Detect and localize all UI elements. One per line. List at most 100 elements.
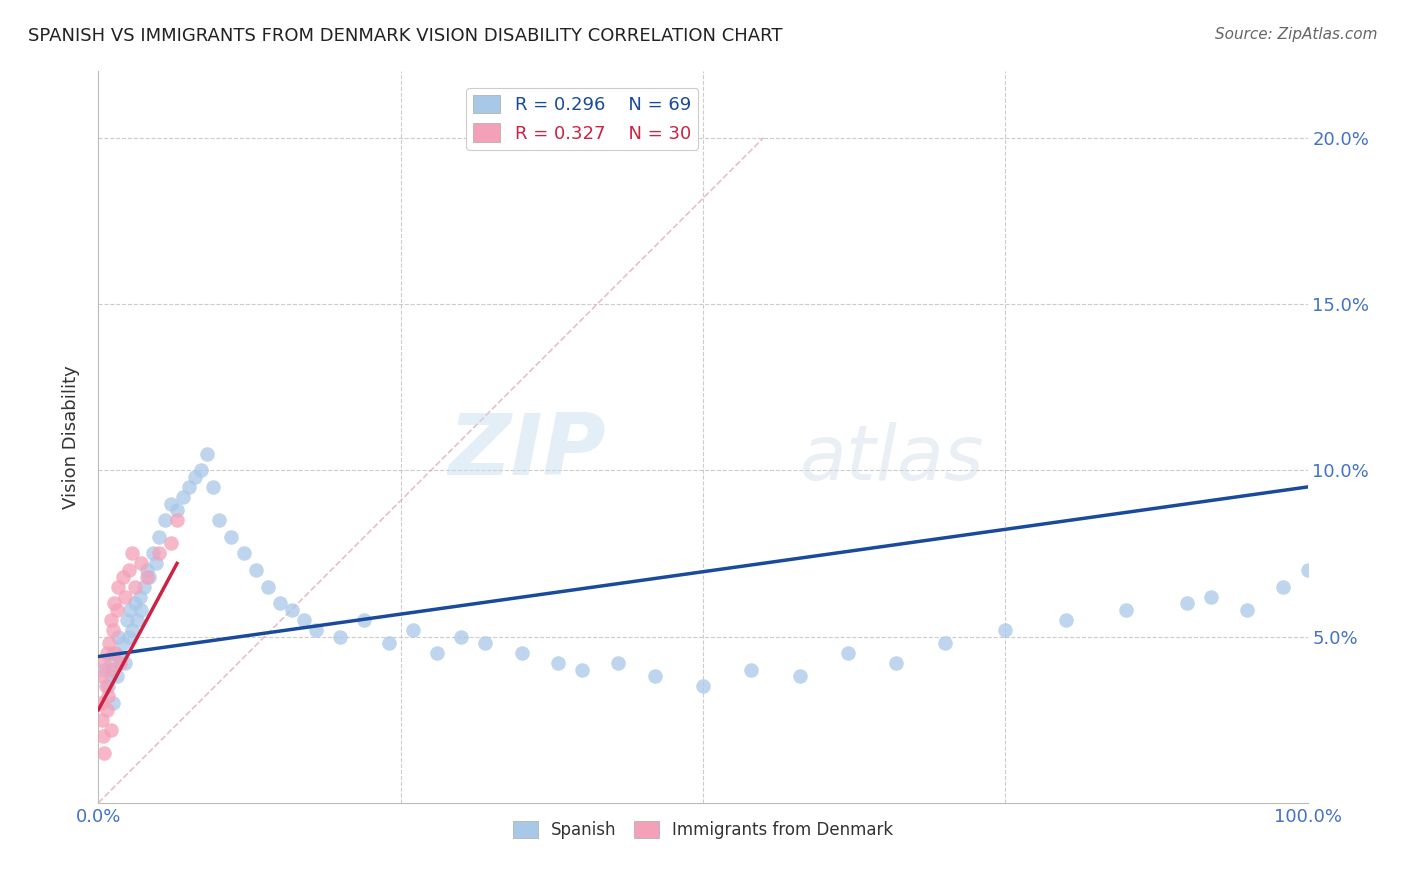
Point — [118, 630, 141, 644]
Point — [114, 656, 136, 670]
Point — [1236, 603, 1258, 617]
Point — [160, 536, 183, 550]
Text: Source: ZipAtlas.com: Source: ZipAtlas.com — [1215, 27, 1378, 42]
Point — [128, 590, 150, 604]
Point — [692, 680, 714, 694]
Point — [571, 663, 593, 677]
Point — [100, 669, 122, 683]
Point — [195, 447, 218, 461]
Point — [789, 669, 811, 683]
Point — [142, 546, 165, 560]
Point — [740, 663, 762, 677]
Point — [994, 623, 1017, 637]
Point — [474, 636, 496, 650]
Point — [510, 646, 533, 660]
Point — [245, 563, 267, 577]
Point — [94, 680, 117, 694]
Point — [166, 513, 188, 527]
Point — [292, 613, 315, 627]
Point — [111, 636, 134, 650]
Point — [607, 656, 630, 670]
Point — [129, 557, 152, 571]
Point — [100, 613, 122, 627]
Point — [232, 546, 254, 560]
Point — [1272, 580, 1295, 594]
Point — [103, 596, 125, 610]
Point — [450, 630, 472, 644]
Point — [91, 713, 114, 727]
Point — [1296, 563, 1319, 577]
Point — [179, 480, 201, 494]
Point — [104, 646, 127, 660]
Point — [108, 656, 131, 670]
Point — [124, 580, 146, 594]
Point — [93, 663, 115, 677]
Point — [305, 623, 328, 637]
Point — [90, 696, 112, 710]
Point — [135, 563, 157, 577]
Point — [329, 630, 352, 644]
Point — [93, 746, 115, 760]
Legend: Spanish, Immigrants from Denmark: Spanish, Immigrants from Denmark — [506, 814, 900, 846]
Point — [138, 570, 160, 584]
Point — [166, 503, 188, 517]
Point — [353, 613, 375, 627]
Point — [127, 613, 149, 627]
Point — [121, 623, 143, 637]
Point — [105, 603, 128, 617]
Point — [107, 580, 129, 594]
Point — [103, 646, 125, 660]
Point — [190, 463, 212, 477]
Point — [100, 723, 122, 737]
Point — [269, 596, 291, 610]
Point — [281, 603, 304, 617]
Point — [96, 646, 118, 660]
Point — [256, 580, 278, 594]
Point — [91, 669, 114, 683]
Point — [426, 646, 449, 660]
Point — [1199, 590, 1222, 604]
Point — [98, 636, 121, 650]
Point — [118, 603, 141, 617]
Point — [148, 530, 170, 544]
Point — [134, 580, 156, 594]
Point — [100, 663, 122, 677]
Point — [644, 669, 666, 683]
Point — [377, 636, 399, 650]
Point — [135, 570, 157, 584]
Point — [1054, 613, 1077, 627]
Point — [96, 703, 118, 717]
Point — [100, 656, 122, 670]
Point — [124, 596, 146, 610]
Point — [121, 546, 143, 560]
Point — [837, 646, 859, 660]
Point — [547, 656, 569, 670]
Point — [108, 649, 131, 664]
Point — [148, 546, 170, 560]
Y-axis label: Vision Disability: Vision Disability — [62, 365, 80, 509]
Point — [934, 636, 956, 650]
Point — [129, 603, 152, 617]
Point — [107, 630, 129, 644]
Point — [105, 669, 128, 683]
Point — [184, 470, 207, 484]
Point — [1175, 596, 1198, 610]
Point — [114, 590, 136, 604]
Point — [221, 530, 243, 544]
Point — [91, 729, 114, 743]
Point — [111, 570, 134, 584]
Point — [160, 497, 183, 511]
Point — [93, 656, 115, 670]
Point — [145, 557, 167, 571]
Text: ZIP: ZIP — [449, 410, 606, 493]
Point — [202, 480, 225, 494]
Point — [118, 563, 141, 577]
Point — [97, 690, 120, 704]
Point — [153, 513, 176, 527]
Point — [97, 680, 120, 694]
Point — [101, 623, 124, 637]
Point — [208, 513, 231, 527]
Text: SPANISH VS IMMIGRANTS FROM DENMARK VISION DISABILITY CORRELATION CHART: SPANISH VS IMMIGRANTS FROM DENMARK VISIO… — [28, 27, 783, 45]
Point — [402, 623, 425, 637]
Point — [117, 613, 139, 627]
